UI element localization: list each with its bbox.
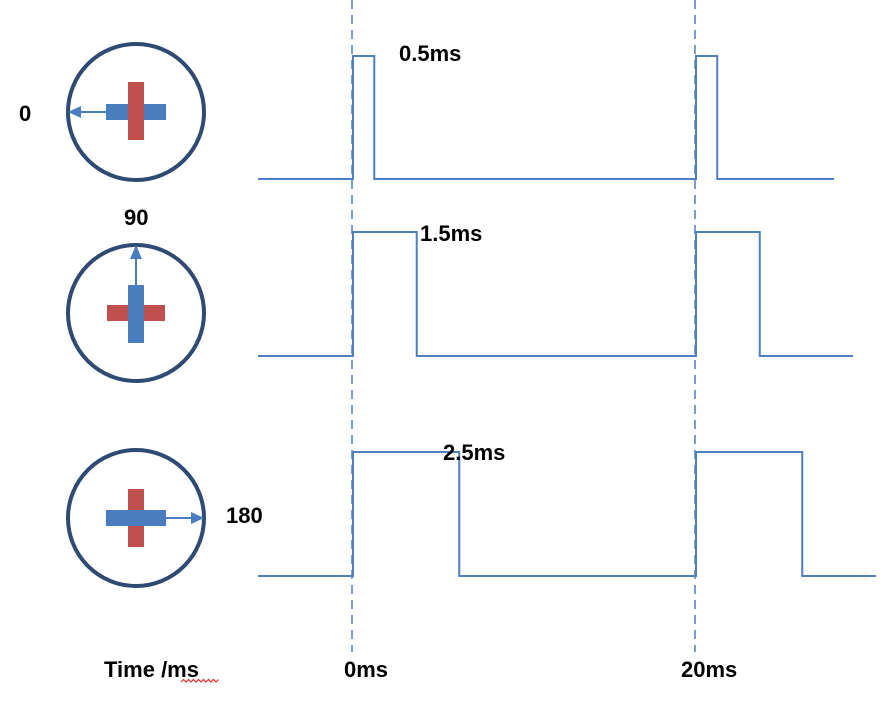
servo-angle-label-0: 0 [19,101,31,126]
spellcheck-underline [180,678,219,683]
servo-angle-label-90: 90 [124,205,148,230]
dial-arm-horizontal [106,510,166,526]
pwm-waveform-90 [258,231,853,357]
arrow-up-icon [130,245,142,285]
arrow-left-icon [68,106,107,118]
pwm-waveform-0 [258,55,834,180]
pulse-width-label-180: 2.5ms [443,440,505,465]
dial-cross-vertical [128,82,144,140]
pulse-width-label-0: 0.5ms [399,41,461,66]
servo-dial-180 [66,448,206,588]
servo-dial-0 [66,42,206,182]
arrow-right-icon [165,512,204,524]
pulse-width-label-90: 1.5ms [420,221,482,246]
time-marker-20ms: 20ms [681,657,737,682]
time-marker-0ms: 0ms [344,657,388,682]
dial-arm-vertical [128,285,144,343]
servo-dial-90 [66,243,206,383]
pwm-waveform-180 [258,451,876,577]
servo-angle-label-180: 180 [226,503,263,528]
time-axis-label: Time /ms [104,657,199,682]
